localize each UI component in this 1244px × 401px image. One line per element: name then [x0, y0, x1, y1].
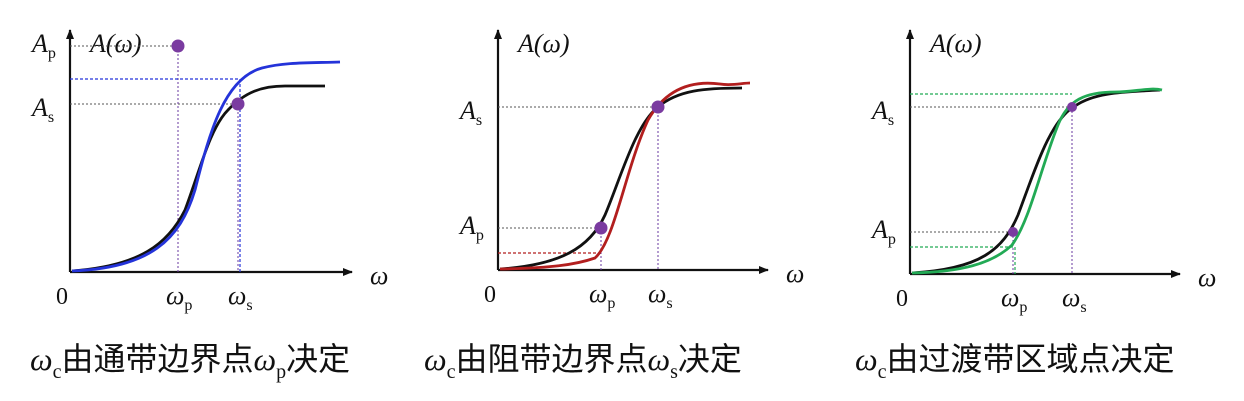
reference-curve [911, 88, 1161, 275]
y-axis-label: A(ω) [928, 29, 982, 58]
x-axis-label: ω [1198, 263, 1216, 292]
reference-curve [499, 86, 743, 271]
x-axis-label: ω [786, 259, 804, 288]
overlay-curve [911, 87, 1163, 275]
level-label-as: As [30, 93, 54, 126]
level-label-as: As [458, 96, 482, 129]
level-label-ap: Ap [458, 211, 484, 244]
point-marker-wp [594, 221, 608, 235]
caption-transition: ωc由过渡带区域点决定 [855, 340, 1175, 383]
x-axis-label: ω [370, 261, 388, 290]
y-axis-label: A(ω) [516, 29, 570, 58]
reference-curve [71, 84, 325, 273]
point-marker-ws [231, 97, 245, 111]
panel-passband: A(ω) ω 0 As Ap ωp ωs ωc由通带边界点ωp决定 [30, 29, 388, 383]
freq-label-ws: ωs [1062, 283, 1087, 316]
point-marker-ws [1067, 102, 1077, 112]
point-marker-wp [171, 39, 185, 53]
point-marker-wp [1008, 227, 1018, 237]
panel-transition: A(ω) ω 0 As Ap ωp ωs ωc由过渡带区域点决定 [855, 29, 1216, 383]
freq-label-ws: ωs [648, 279, 673, 312]
point-marker-ws [651, 100, 665, 114]
level-label-as: As [870, 96, 894, 129]
overlay-curve [499, 81, 751, 271]
origin-label: 0 [896, 286, 908, 312]
freq-label-wp: ωp [589, 279, 615, 312]
origin-label: 0 [56, 284, 68, 310]
origin-label: 0 [484, 282, 496, 308]
level-label-ap: Ap [870, 215, 896, 248]
freq-label-wp: ωp [166, 281, 192, 314]
freq-label-ws: ωs [228, 281, 253, 314]
panel-stopband: A(ω) ω 0 As Ap ωp ωs ωc由阻带边界点ωs决定 [424, 29, 804, 383]
y-axis-label: A(ω) [88, 29, 142, 58]
caption-stopband: ωc由阻带边界点ωs决定 [424, 340, 742, 383]
level-label-ap: Ap [30, 29, 56, 62]
overlay-curve [71, 60, 341, 273]
freq-label-wp: ωp [1001, 283, 1027, 316]
caption-passband: ωc由通带边界点ωp决定 [30, 340, 350, 383]
